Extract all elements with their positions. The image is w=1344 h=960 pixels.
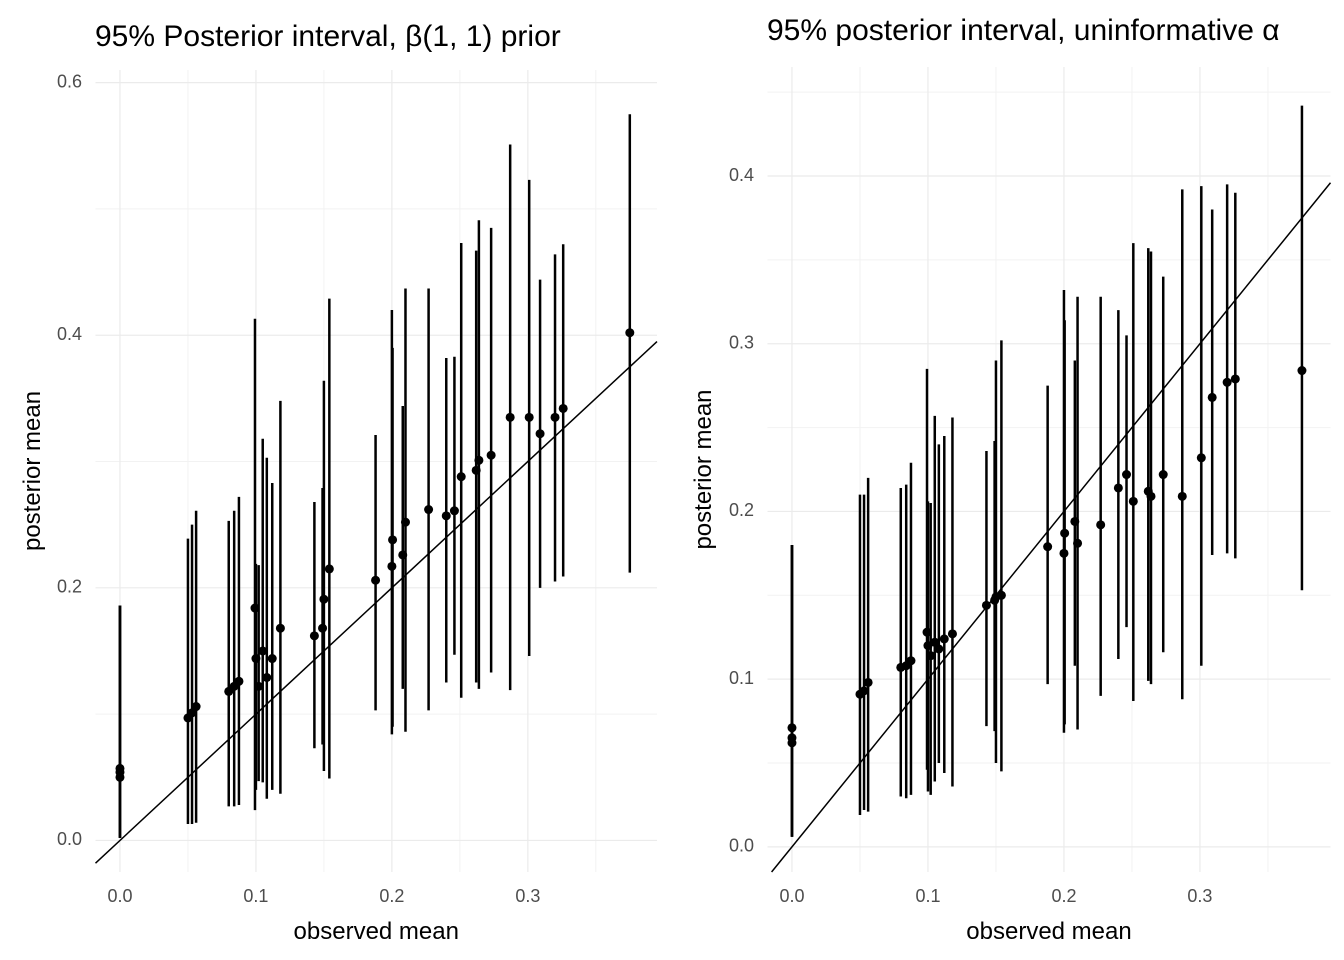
point <box>939 634 949 644</box>
x-axis-title: observed mean <box>966 918 1131 945</box>
point <box>1222 377 1232 387</box>
point <box>1043 542 1053 552</box>
y-tick-label: 0.0 <box>57 829 82 849</box>
point <box>550 412 560 422</box>
y-tick-label: 0.6 <box>57 71 82 91</box>
y-tick-label: 0.4 <box>57 324 82 344</box>
point <box>258 646 268 656</box>
point <box>400 517 410 527</box>
point <box>981 600 991 610</box>
point <box>309 631 319 641</box>
point <box>371 575 381 585</box>
point <box>250 603 260 613</box>
point <box>441 511 451 521</box>
point <box>275 623 285 633</box>
point <box>535 429 545 439</box>
point <box>115 772 125 782</box>
point <box>471 465 481 475</box>
point <box>1158 470 1168 480</box>
point <box>1113 483 1123 493</box>
point <box>474 455 484 465</box>
point <box>558 403 568 413</box>
point <box>388 535 398 545</box>
point <box>1059 548 1069 558</box>
point <box>456 472 466 482</box>
x-tick-label: 0.2 <box>1051 886 1076 906</box>
x-tick-label: 0.0 <box>107 886 132 906</box>
y-tick-label: 0.2 <box>57 577 82 597</box>
point <box>1073 538 1083 548</box>
point <box>1146 491 1156 501</box>
chart-title: 95% Posterior interval, β(1, 1) prior <box>95 20 561 53</box>
point <box>524 412 534 422</box>
point <box>859 686 869 696</box>
point <box>1128 496 1138 506</box>
point <box>424 505 434 515</box>
point <box>1297 366 1307 376</box>
x-tick-label: 0.3 <box>1187 886 1212 906</box>
point <box>1230 374 1240 384</box>
y-tick-label: 0.0 <box>729 836 754 856</box>
x-tick-label: 0.3 <box>515 886 540 906</box>
y-tick-label: 0.3 <box>729 332 754 352</box>
point <box>1207 392 1217 402</box>
chart-title: 95% posterior interval, uninformative α <box>767 14 1280 47</box>
x-tick-label: 0.0 <box>779 886 804 906</box>
point <box>996 590 1006 600</box>
point <box>1196 453 1206 463</box>
y-axis-title: posterior mean <box>690 389 717 549</box>
point <box>863 677 873 687</box>
x-tick-label: 0.1 <box>243 886 268 906</box>
point <box>318 623 328 633</box>
point <box>1177 491 1187 501</box>
point <box>505 412 515 422</box>
identity-line <box>770 182 1332 873</box>
point <box>191 702 201 712</box>
point <box>262 672 272 682</box>
point <box>486 450 496 460</box>
point <box>787 723 797 733</box>
point <box>930 637 940 647</box>
point <box>906 656 916 666</box>
y-tick-label: 0.1 <box>729 668 754 688</box>
point <box>1070 516 1080 526</box>
x-tick-label: 0.1 <box>915 886 940 906</box>
point <box>324 564 334 574</box>
y-tick-label: 0.2 <box>729 500 754 520</box>
x-axis-title: observed mean <box>294 918 459 945</box>
point <box>267 654 277 664</box>
point <box>387 561 397 571</box>
point <box>251 654 261 664</box>
y-axis-title: posterior mean <box>19 391 46 551</box>
point <box>234 676 244 686</box>
point <box>1096 520 1106 530</box>
point <box>254 681 264 691</box>
point <box>449 506 459 516</box>
point <box>319 594 329 604</box>
y-tick-label: 0.4 <box>729 165 754 185</box>
point <box>787 738 797 748</box>
point <box>922 627 932 637</box>
point <box>934 644 944 654</box>
point <box>625 328 635 338</box>
point <box>1060 528 1070 538</box>
point <box>1122 470 1132 480</box>
point <box>947 629 957 639</box>
point <box>398 550 408 560</box>
point <box>923 641 933 651</box>
point <box>926 651 936 661</box>
x-tick-label: 0.2 <box>379 886 404 906</box>
